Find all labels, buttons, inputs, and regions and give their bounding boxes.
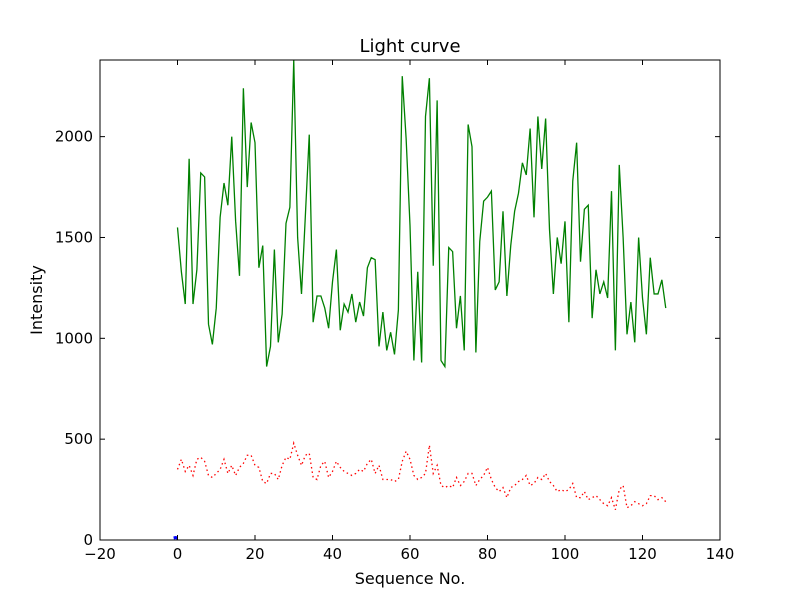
- x-tick-label: 0: [173, 545, 183, 563]
- x-axis-label: Sequence No.: [355, 569, 466, 588]
- x-tick-label: 100: [551, 545, 580, 563]
- series-layer: [174, 60, 666, 538]
- y-tick-label: 500: [64, 430, 93, 448]
- series-line-1: [178, 443, 666, 510]
- series-line-0: [178, 60, 666, 367]
- y-tick-label: 1500: [55, 228, 93, 246]
- y-axis-label: Intensity: [27, 265, 46, 335]
- x-tick-label: 120: [628, 545, 657, 563]
- x-tick-label: 60: [400, 545, 419, 563]
- x-tick-label: 40: [323, 545, 342, 563]
- x-tick-label: 80: [478, 545, 497, 563]
- y-tick-label: 1000: [55, 329, 93, 347]
- y-tick-label: 2000: [55, 128, 93, 146]
- x-tick-label: 20: [245, 545, 264, 563]
- x-tick-label: 140: [706, 545, 735, 563]
- chart-title: Light curve: [359, 36, 460, 57]
- y-tick-label: 0: [83, 531, 93, 549]
